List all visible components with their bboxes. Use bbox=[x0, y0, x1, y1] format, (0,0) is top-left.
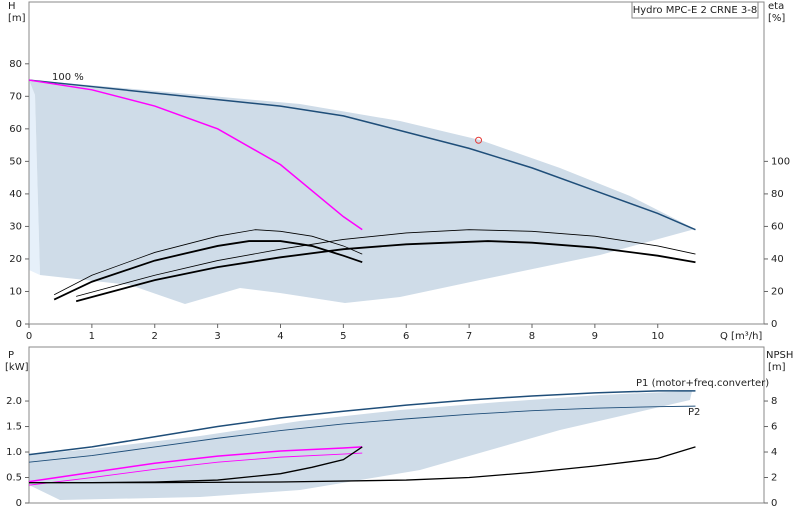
y-axis-unit: [m] bbox=[8, 13, 26, 24]
title-box bbox=[631, 1, 759, 19]
curve bbox=[53, 229, 363, 296]
curve-label: P2 bbox=[688, 407, 700, 418]
y2-tick-label: 40 bbox=[771, 254, 784, 265]
x-tick-label: 4 bbox=[277, 331, 283, 342]
x-tick-label: 7 bbox=[466, 331, 472, 342]
y2-tick-label: 0 bbox=[771, 319, 777, 330]
y2-axis-title: NPSH bbox=[766, 350, 793, 361]
curve bbox=[28, 446, 363, 483]
curve bbox=[28, 405, 696, 463]
y-tick-label: 70 bbox=[9, 91, 22, 102]
y-tick-label: 0 bbox=[16, 498, 22, 509]
y-tick-label: 30 bbox=[9, 221, 22, 232]
x-tick-label: 8 bbox=[529, 331, 535, 342]
duty-point bbox=[475, 136, 483, 144]
curve bbox=[76, 229, 696, 297]
shaded-region bbox=[29, 80, 40, 275]
chart-title: Hydro MPC-E 2 CRNE 3-8 bbox=[633, 5, 758, 16]
shaded-region bbox=[29, 80, 695, 304]
y-axis-title: P bbox=[8, 350, 14, 361]
curve bbox=[53, 240, 363, 301]
x-tick-label: 6 bbox=[403, 331, 409, 342]
x-tick-label: 0 bbox=[26, 331, 32, 342]
y2-tick-label: 20 bbox=[771, 286, 784, 297]
x-tick-label: 9 bbox=[592, 331, 598, 342]
x-axis-title: Q [m³/h] bbox=[720, 331, 762, 342]
x-tick-label: 3 bbox=[214, 331, 220, 342]
x-tick-label: 5 bbox=[340, 331, 346, 342]
y-tick-label: 60 bbox=[9, 124, 22, 135]
y-tick-label: 50 bbox=[9, 156, 22, 167]
curve bbox=[75, 240, 696, 303]
y2-tick-label: 4 bbox=[771, 447, 777, 458]
y-tick-label: 1.0 bbox=[6, 447, 22, 458]
y2-tick-label: 80 bbox=[771, 189, 784, 200]
curve bbox=[28, 79, 363, 231]
y2-tick-label: 8 bbox=[771, 396, 777, 407]
x-tick-label: 10 bbox=[651, 331, 664, 342]
y2-tick-label: 2 bbox=[771, 473, 777, 484]
y2-axis-unit: [%] bbox=[768, 13, 785, 24]
curve bbox=[29, 446, 696, 484]
y2-tick-label: 0 bbox=[771, 498, 777, 509]
y-tick-label: 0 bbox=[16, 319, 22, 330]
y-axis-unit: [kW] bbox=[5, 362, 29, 373]
y-tick-label: 20 bbox=[9, 254, 22, 265]
curve bbox=[28, 390, 696, 456]
curve bbox=[28, 79, 696, 231]
y2-tick-label: 100 bbox=[771, 156, 790, 167]
curve bbox=[28, 452, 363, 486]
plot-frame bbox=[28, 346, 765, 504]
y2-tick-label: 60 bbox=[771, 221, 784, 232]
y-tick-label: 0.5 bbox=[6, 473, 22, 484]
y-tick-label: 80 bbox=[9, 59, 22, 70]
y2-tick-label: 6 bbox=[771, 422, 777, 433]
shaded-region bbox=[29, 391, 692, 500]
y2-axis-unit: [m] bbox=[768, 362, 786, 373]
y-tick-label: 2.0 bbox=[6, 396, 22, 407]
curve-label: P1 (motor+freq.converter) bbox=[636, 378, 769, 389]
plot-frame bbox=[28, 1, 765, 325]
x-tick-label: 2 bbox=[152, 331, 158, 342]
y2-axis-title: eta bbox=[768, 1, 784, 12]
y-tick-label: 40 bbox=[9, 189, 22, 200]
y-axis-title: H bbox=[8, 1, 16, 12]
x-tick-label: 1 bbox=[89, 331, 95, 342]
curve-label: 100 % bbox=[52, 72, 84, 83]
y-tick-label: 10 bbox=[9, 286, 22, 297]
y-tick-label: 1.5 bbox=[6, 422, 22, 433]
